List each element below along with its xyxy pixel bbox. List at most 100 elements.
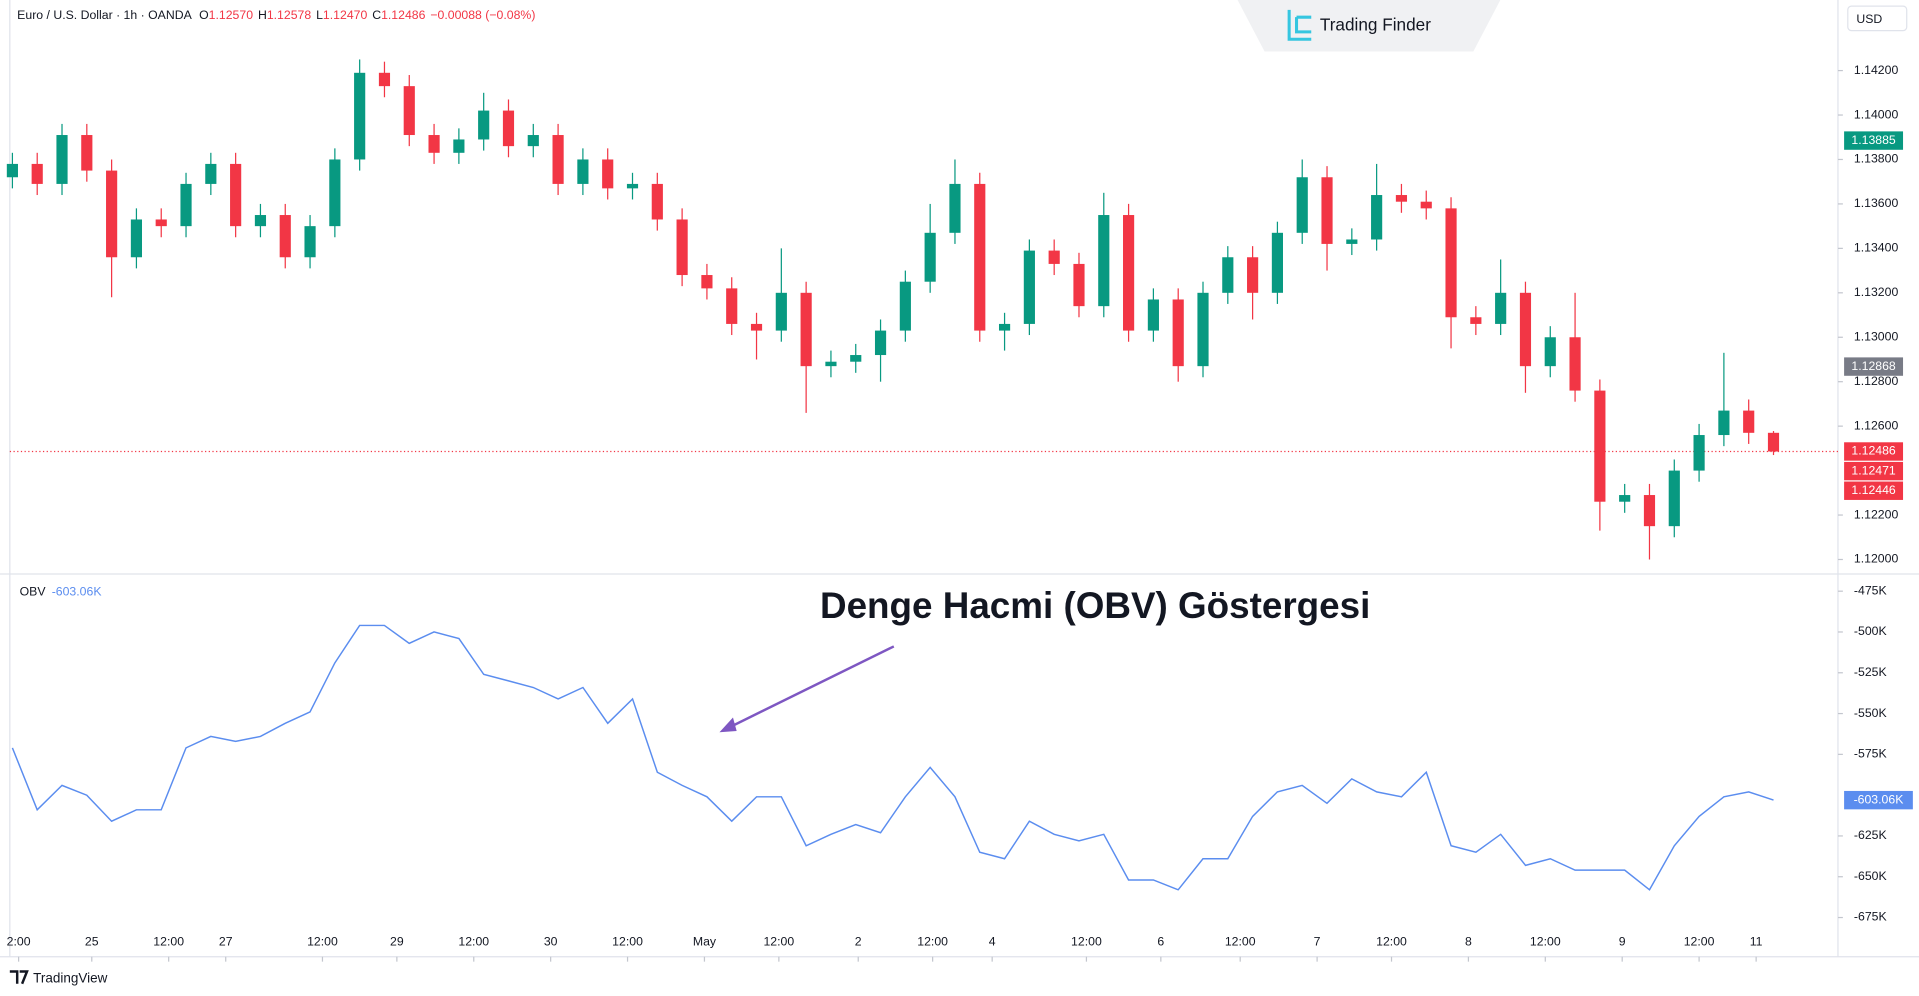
currency-button[interactable] bbox=[1847, 5, 1908, 32]
price-tag bbox=[1844, 461, 1904, 481]
candle-body bbox=[205, 163, 217, 184]
price-tag bbox=[1844, 131, 1904, 150]
x-tick-label: 12:00 bbox=[307, 934, 338, 948]
candle-body bbox=[230, 163, 242, 227]
x-tick-label: 12:00 bbox=[1225, 934, 1256, 948]
candle-body bbox=[1569, 337, 1581, 391]
candle-body bbox=[1247, 257, 1259, 293]
y-tick-label: 1.13400 bbox=[1854, 241, 1899, 255]
candle-body bbox=[155, 219, 167, 227]
candle-body bbox=[949, 183, 961, 233]
candle-body bbox=[899, 281, 911, 331]
x-tick-label: 12:00 bbox=[1376, 934, 1407, 948]
candle-body bbox=[1544, 337, 1556, 367]
price-tag bbox=[1844, 442, 1904, 461]
candle-body bbox=[676, 219, 688, 276]
candle-body bbox=[577, 159, 589, 184]
candle-body bbox=[378, 72, 391, 87]
x-tick-label: 12:00 bbox=[917, 934, 948, 948]
candle-body bbox=[56, 135, 68, 184]
candle-body bbox=[552, 135, 564, 184]
candle-body bbox=[651, 183, 663, 220]
ohlc-label: C bbox=[372, 8, 381, 22]
ohlc-value: 1.12486 bbox=[381, 8, 426, 22]
x-tick-label: 2:00 bbox=[7, 934, 31, 948]
candle-body bbox=[800, 292, 812, 367]
candle-body bbox=[1519, 292, 1532, 367]
change-value: −0.00088 (−0.08%) bbox=[430, 8, 535, 22]
price-tag-label: 1.13885 bbox=[1851, 133, 1896, 147]
obv-line bbox=[11, 624, 1774, 891]
candle-body bbox=[403, 86, 415, 136]
candle-body bbox=[502, 110, 515, 147]
x-tick-label: 12:00 bbox=[763, 934, 794, 948]
candle-body bbox=[1147, 299, 1159, 331]
candle-body bbox=[329, 159, 341, 227]
x-tick-label: 27 bbox=[219, 934, 233, 948]
candle-body bbox=[1445, 208, 1457, 318]
candle-body bbox=[304, 226, 316, 258]
x-tick-label: 4 bbox=[989, 934, 996, 948]
price-tag bbox=[1844, 357, 1904, 376]
x-tick-label: May bbox=[693, 934, 717, 948]
candle-body bbox=[602, 159, 614, 189]
ohlc-label: O bbox=[199, 8, 209, 22]
candle-body bbox=[874, 330, 887, 356]
candle-body bbox=[1123, 215, 1135, 331]
y-tick-label: -525K bbox=[1854, 665, 1888, 679]
y-tick-label: 1.12000 bbox=[1854, 552, 1899, 566]
x-tick-label: 12:00 bbox=[612, 934, 643, 948]
value-tag-label: -603.06K bbox=[1854, 792, 1905, 806]
candle-body bbox=[1594, 390, 1606, 502]
candle-body bbox=[1693, 435, 1705, 471]
candle-body bbox=[1098, 215, 1110, 307]
candle-body bbox=[1321, 177, 1333, 244]
price-tag-label: 1.12471 bbox=[1851, 463, 1896, 477]
candle-body bbox=[701, 275, 713, 289]
ohlc-label: L bbox=[316, 8, 323, 22]
annotation-arrow bbox=[726, 645, 895, 730]
symbol-header: Euro / U.S. Dollar · 1h · OANDA O1.12570 H… bbox=[17, 8, 535, 22]
candle-body bbox=[626, 183, 639, 189]
candle-body bbox=[1619, 495, 1631, 502]
candle-body bbox=[1073, 263, 1085, 307]
candle-body bbox=[1172, 299, 1184, 367]
x-tick-label: 2 bbox=[855, 934, 862, 948]
y-tick-label: 1.12200 bbox=[1854, 507, 1899, 521]
y-tick-label: -650K bbox=[1854, 869, 1888, 883]
x-tick-label: 12:00 bbox=[153, 934, 184, 948]
value-tag bbox=[1844, 790, 1913, 810]
x-tick-label: 12:00 bbox=[458, 934, 489, 948]
candle-body bbox=[1346, 239, 1358, 244]
y-tick-label: 1.13200 bbox=[1854, 285, 1899, 299]
candle-body bbox=[428, 135, 440, 153]
candle-body bbox=[850, 355, 862, 362]
watermark-icon bbox=[1287, 9, 1312, 41]
annotation-text: Denge Hacmi (OBV) Göstergesi bbox=[820, 585, 1370, 626]
candle-body bbox=[527, 135, 539, 147]
y-tick-label: -550K bbox=[1854, 706, 1888, 720]
ohlc-value: 1.12570 bbox=[209, 8, 254, 22]
candle-body bbox=[1643, 495, 1656, 527]
candle-body bbox=[180, 183, 192, 227]
legend-value: -603.06K bbox=[52, 585, 103, 599]
x-tick-label: 12:00 bbox=[1071, 934, 1102, 948]
legend-name: OBV bbox=[20, 585, 47, 599]
candle-body bbox=[31, 163, 43, 184]
candle-body bbox=[924, 232, 936, 282]
candle-body bbox=[726, 288, 738, 324]
candle-body bbox=[6, 163, 18, 178]
candle-body bbox=[453, 139, 465, 153]
y-tick-label: 1.12600 bbox=[1854, 418, 1899, 432]
candle-body bbox=[1371, 195, 1383, 240]
footer-logo bbox=[9, 970, 29, 985]
candle-body bbox=[1767, 432, 1780, 452]
watermark-text: Trading Finder bbox=[1320, 14, 1431, 34]
candle-body bbox=[974, 183, 986, 331]
candle-body bbox=[775, 292, 787, 331]
candle-body bbox=[1222, 257, 1234, 293]
x-tick-label: 7 bbox=[1314, 934, 1321, 948]
y-tick-label: -675K bbox=[1854, 910, 1888, 924]
